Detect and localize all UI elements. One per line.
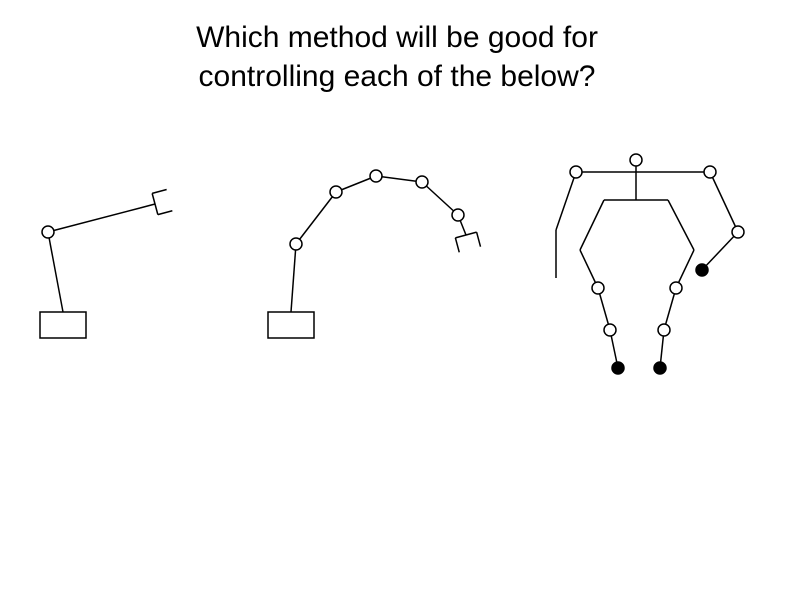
slide-title: Which method will be good for controllin… xyxy=(0,18,794,96)
title-line-2: controlling each of the below? xyxy=(199,60,596,93)
diagrams-svg xyxy=(0,130,794,530)
title-line-1: Which method will be good for xyxy=(196,21,598,54)
diagram-area xyxy=(0,130,794,410)
